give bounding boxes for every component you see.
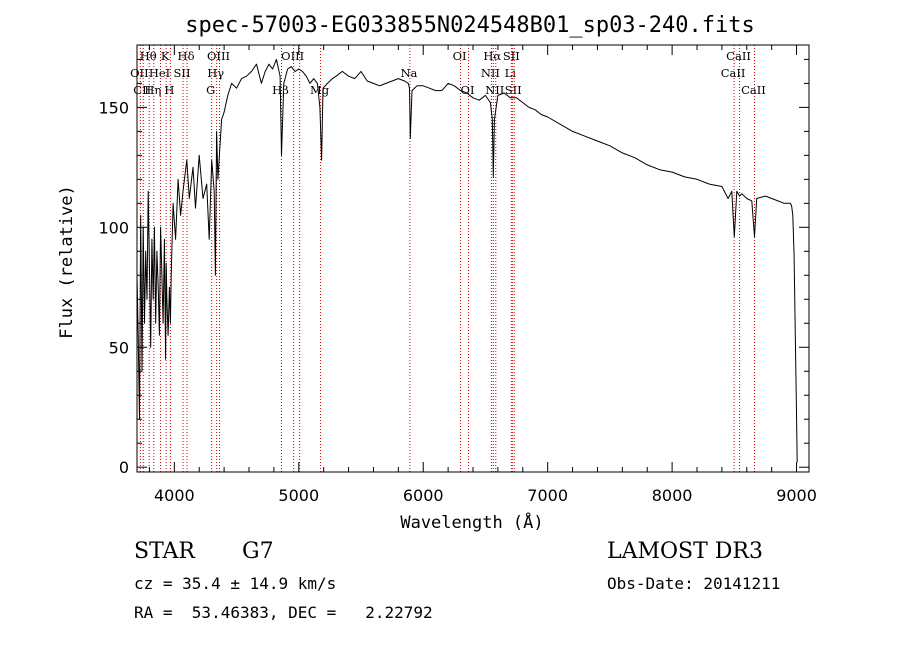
spectral-line-label: H <box>164 83 174 97</box>
spectral-line-label: Hα <box>483 49 501 63</box>
y-tick-label: 150 <box>98 98 129 117</box>
spectral-line-label: Mg <box>310 83 330 97</box>
chart-title: spec-57003-EG033855N024548B01_sp03-240.f… <box>185 13 755 38</box>
spectral-line-markers: OIICIIHθHηHeIKHSIIHδGHγOIIIHβOIIIMgNaOIO… <box>130 45 766 472</box>
spectral-line-label: K <box>161 49 170 63</box>
x-tick-label: 4000 <box>154 486 195 505</box>
redshift-velocity: cz = 35.4 ± 14.9 km/s <box>134 574 337 593</box>
x-axis-label: Wavelength (Å) <box>400 511 543 533</box>
spectral-subclass: G7 <box>242 539 274 564</box>
spectral-line-label: SII <box>505 83 522 97</box>
y-tick-label: 100 <box>98 218 129 237</box>
x-tick-label: 5000 <box>278 486 319 505</box>
x-tick-label: 9000 <box>776 486 817 505</box>
spectral-line-label: OII <box>130 66 149 80</box>
spectral-line-label: NII <box>481 66 500 80</box>
axis-ticks: 4000 5000 6000 7000 8000 9000 0 50 100 150 <box>98 45 817 505</box>
spectral-line-label: OI <box>461 83 475 97</box>
ra-dec-coordinates: RA = 53.46383, DEC = 2.22792 <box>134 603 433 622</box>
spectrum-series <box>136 58 798 463</box>
y-tick-label: 50 <box>109 338 129 357</box>
y-tick-label: 0 <box>119 458 129 477</box>
observation-date: Obs-Date: 20141211 <box>607 574 781 593</box>
spectral-line-label: NII <box>485 83 504 97</box>
spectral-line-label: Hγ <box>207 66 224 80</box>
spectral-line-label: OIII <box>207 49 230 63</box>
survey-name: LAMOST DR3 <box>607 539 763 564</box>
spectral-line-label: SII <box>174 66 191 80</box>
spectral-line-label: CaII <box>721 66 746 80</box>
spectral-line-label: HeI <box>149 66 170 80</box>
spectral-line-label: OIII <box>281 49 304 63</box>
spectral-line-label: CaII <box>726 49 751 63</box>
x-tick-label: 8000 <box>652 486 693 505</box>
object-class: STAR <box>134 539 195 564</box>
spectral-line-label: CaII <box>741 83 766 97</box>
spectral-line-label: OI <box>453 49 467 63</box>
x-tick-label: 7000 <box>527 486 568 505</box>
spectral-line-label: Hη <box>144 83 161 97</box>
spectral-line-label: Li <box>505 66 517 80</box>
y-axis-label: Flux (relative) <box>57 185 77 339</box>
spectral-line-label: Hθ <box>140 49 157 63</box>
plot-frame <box>136 44 810 473</box>
spectral-line-label: CII <box>133 83 151 97</box>
spectral-line-label: Hδ <box>178 49 195 63</box>
spectral-line-label: G <box>206 83 215 97</box>
x-tick-label: 6000 <box>403 486 444 505</box>
spectrum-plot: spec-57003-EG033855N024548B01_sp03-240.f… <box>57 13 817 533</box>
spectral-line-label: SII <box>503 49 520 63</box>
spectral-line-label: Na <box>400 66 417 80</box>
spectrum-line <box>136 58 798 463</box>
